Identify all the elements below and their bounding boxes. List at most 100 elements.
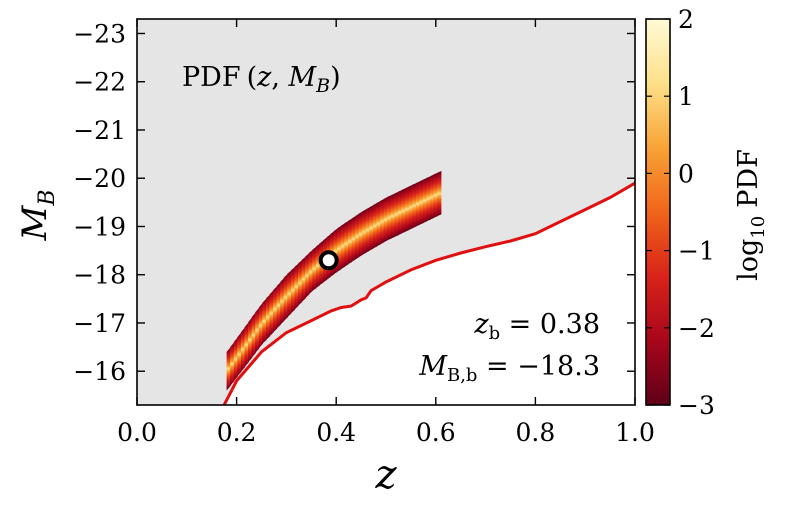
pdf-band-segment <box>312 246 317 291</box>
pdf-band-segment <box>369 205 374 251</box>
colorbar-tick-label: 2 <box>678 5 694 34</box>
pdf-band-segment <box>422 177 428 224</box>
pdf-band-segment <box>240 327 246 372</box>
pdf-band-segment <box>394 191 399 237</box>
y-tick-label: −20 <box>73 164 126 193</box>
colorbar-tick-label: 0 <box>678 159 694 188</box>
colorbar-label-suffix: PDF <box>733 149 764 208</box>
pdf-band-segment <box>308 249 313 295</box>
x-axis-label: z <box>374 452 397 498</box>
colorbar-tick-label: −2 <box>678 314 715 343</box>
colorbar-ticks: 2 1 0 −1 −2 −3 <box>646 5 715 420</box>
pdf-band-segment <box>298 260 303 306</box>
annotation-mb: MB,b = −18.3 <box>418 351 600 386</box>
pdf-band-segment <box>376 201 381 247</box>
y-axis-label-main: MB <box>15 190 60 242</box>
pdf-band-segment <box>280 277 285 325</box>
colorbar-tick-label: −1 <box>678 237 715 266</box>
excluded-region <box>224 183 635 405</box>
colorbar-label: log10 PDF <box>733 149 769 281</box>
pdf-band-segment <box>287 270 292 318</box>
y-axis-ticks: −16 −17 −18 −19 −20 −21 −22 −23 <box>73 19 635 386</box>
pdf-band-segment <box>344 220 349 267</box>
colorbar-tick-label: 1 <box>678 82 694 111</box>
pdf-band-segment <box>262 298 267 344</box>
pdf-band-segment <box>301 256 306 302</box>
pdf-band-segment <box>351 216 356 262</box>
excluded-region-fill <box>224 183 635 405</box>
colorbar-label-sub: 10 <box>748 216 769 239</box>
pdf-band-segment <box>244 322 249 368</box>
annotations: zb = 0.38 MB,b = −18.3 <box>418 309 600 386</box>
y-tick-label: −19 <box>73 212 126 241</box>
pdf-band-segment <box>383 196 388 243</box>
pdf-band-segment <box>273 286 278 333</box>
pdf-band-segment <box>426 176 431 222</box>
x-tick-label: 0.0 <box>117 418 157 447</box>
pdf-band-segment <box>355 213 360 260</box>
pdf-band <box>226 171 442 391</box>
pdf-band-segment <box>401 188 406 234</box>
pdf-band-segment <box>230 342 235 386</box>
x-tick-label: 0.6 <box>416 418 456 447</box>
pdf-band-segment <box>415 181 420 227</box>
pdf-band-segment <box>430 174 435 220</box>
pdf-band-segment <box>283 273 288 321</box>
pdf-band-segment <box>294 263 299 310</box>
x-tick-label: 0.2 <box>217 418 257 447</box>
x-axis-ticks: 0.0 0.2 0.4 0.6 0.8 1.0 <box>117 19 655 447</box>
pdf-band-segment <box>419 179 424 225</box>
colorbar-label-text: log10 PDF <box>733 149 769 281</box>
pdf-band-segment <box>290 266 296 314</box>
pdf-band-segment <box>269 290 274 337</box>
pdf-band-segment <box>233 337 238 382</box>
y-tick-label: −21 <box>73 116 126 145</box>
pdf-band-segment <box>226 347 231 391</box>
pdf-band-segment <box>433 172 438 218</box>
pdf-band-segment <box>390 193 395 239</box>
pdf-band-segment <box>276 282 281 329</box>
pdf-band-segment <box>237 332 242 377</box>
y-tick-label: −18 <box>73 261 126 290</box>
x-tick-label: 1.0 <box>615 418 655 447</box>
best-fit-marker <box>318 250 339 271</box>
pdf-band-segment <box>358 211 363 258</box>
pdf-band-segment <box>408 184 413 230</box>
pdf-band-segment <box>251 312 256 358</box>
pdf-band-segment <box>348 218 353 265</box>
x-tick-label: 0.4 <box>316 418 356 447</box>
y-tick-label: −23 <box>73 19 126 48</box>
plot-frame <box>136 18 636 406</box>
y-axis-label: MB <box>15 190 60 242</box>
y-tick-label: −22 <box>73 68 126 97</box>
plot-content <box>222 171 635 405</box>
best-fit-marker-group <box>318 250 339 271</box>
y-tick-label: −16 <box>73 357 126 386</box>
colorbar <box>645 18 671 406</box>
pdf-band-segment <box>248 317 253 363</box>
pdf-band-segment <box>362 209 367 255</box>
pdf-band-segment <box>340 223 345 270</box>
pdf-band-segment <box>305 253 310 299</box>
pdf-band-segment <box>315 243 320 289</box>
pdf-band-segment <box>255 307 260 353</box>
colorbar-tick-label: −3 <box>678 391 715 420</box>
pdf-band-segment <box>412 183 417 229</box>
pdf-band-segment <box>405 186 410 232</box>
limit-curve <box>222 181 635 405</box>
pdf-band-segment <box>337 225 342 272</box>
pdf-band-segment <box>373 203 378 249</box>
pdf-band-segment <box>437 171 442 217</box>
y-tick-label: −17 <box>73 309 126 338</box>
colorbar-label-main: log <box>733 239 764 281</box>
pdf-band-segment <box>387 195 392 241</box>
pdf-band-segment <box>398 190 403 236</box>
limit-curve-group <box>222 181 635 405</box>
x-tick-label: 0.8 <box>516 418 556 447</box>
pdf-band-segment <box>380 198 385 245</box>
pdf-band-segment <box>258 302 263 349</box>
pdf-band-segment <box>265 294 271 340</box>
pdf-band-segment <box>365 207 370 253</box>
panel-title: PDF (z, MB) <box>182 62 341 97</box>
